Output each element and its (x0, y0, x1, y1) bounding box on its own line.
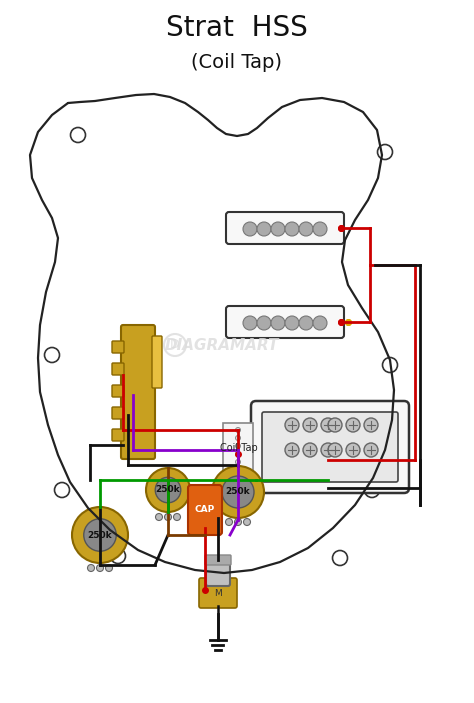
FancyBboxPatch shape (262, 412, 398, 482)
Circle shape (173, 513, 181, 520)
Text: DIAGRAMART: DIAGRAMART (165, 337, 279, 352)
Circle shape (299, 316, 313, 330)
Text: 250k: 250k (88, 531, 112, 539)
Circle shape (313, 316, 327, 330)
FancyBboxPatch shape (199, 578, 237, 608)
Circle shape (212, 466, 264, 518)
Circle shape (236, 435, 240, 441)
Circle shape (243, 316, 257, 330)
Circle shape (84, 519, 116, 551)
FancyBboxPatch shape (112, 429, 124, 441)
Circle shape (321, 443, 335, 457)
Circle shape (303, 418, 317, 432)
Text: 250k: 250k (226, 487, 250, 496)
Circle shape (106, 565, 112, 572)
Circle shape (235, 519, 241, 526)
Circle shape (72, 507, 128, 563)
Text: Strat  HSS: Strat HSS (166, 14, 308, 42)
Circle shape (243, 222, 257, 236)
Circle shape (244, 519, 250, 526)
Circle shape (303, 443, 317, 457)
FancyBboxPatch shape (112, 407, 124, 419)
FancyBboxPatch shape (205, 555, 231, 565)
Circle shape (328, 443, 342, 457)
Circle shape (236, 427, 240, 432)
Circle shape (257, 222, 271, 236)
Circle shape (364, 443, 378, 457)
Circle shape (285, 222, 299, 236)
Circle shape (88, 565, 94, 572)
FancyBboxPatch shape (223, 423, 253, 473)
FancyBboxPatch shape (226, 306, 344, 338)
Text: M: M (214, 588, 222, 598)
Circle shape (299, 222, 313, 236)
FancyBboxPatch shape (152, 336, 162, 388)
Circle shape (285, 316, 299, 330)
Circle shape (236, 444, 240, 449)
Circle shape (97, 565, 103, 572)
Circle shape (346, 443, 360, 457)
Circle shape (226, 519, 233, 526)
Circle shape (328, 418, 342, 432)
Circle shape (321, 418, 335, 432)
Circle shape (257, 316, 271, 330)
FancyBboxPatch shape (226, 212, 344, 244)
Circle shape (285, 418, 299, 432)
FancyBboxPatch shape (112, 385, 124, 397)
Circle shape (146, 468, 190, 512)
Circle shape (155, 513, 163, 520)
Text: (Coil Tap): (Coil Tap) (191, 53, 283, 72)
FancyBboxPatch shape (112, 363, 124, 375)
Circle shape (236, 460, 240, 465)
Circle shape (236, 467, 240, 472)
Circle shape (271, 316, 285, 330)
Text: Coil Tap: Coil Tap (220, 443, 258, 453)
Text: CAP: CAP (195, 505, 215, 515)
Circle shape (364, 418, 378, 432)
FancyBboxPatch shape (112, 341, 124, 353)
Circle shape (164, 513, 172, 520)
FancyBboxPatch shape (251, 401, 409, 493)
Circle shape (346, 418, 360, 432)
Circle shape (155, 477, 181, 503)
Circle shape (285, 443, 299, 457)
FancyBboxPatch shape (188, 485, 222, 535)
Circle shape (222, 476, 254, 508)
FancyBboxPatch shape (121, 325, 155, 459)
Text: 250k: 250k (155, 486, 180, 494)
Circle shape (236, 451, 240, 456)
Circle shape (313, 222, 327, 236)
FancyBboxPatch shape (206, 558, 230, 586)
Circle shape (271, 222, 285, 236)
Text: D: D (170, 339, 180, 352)
